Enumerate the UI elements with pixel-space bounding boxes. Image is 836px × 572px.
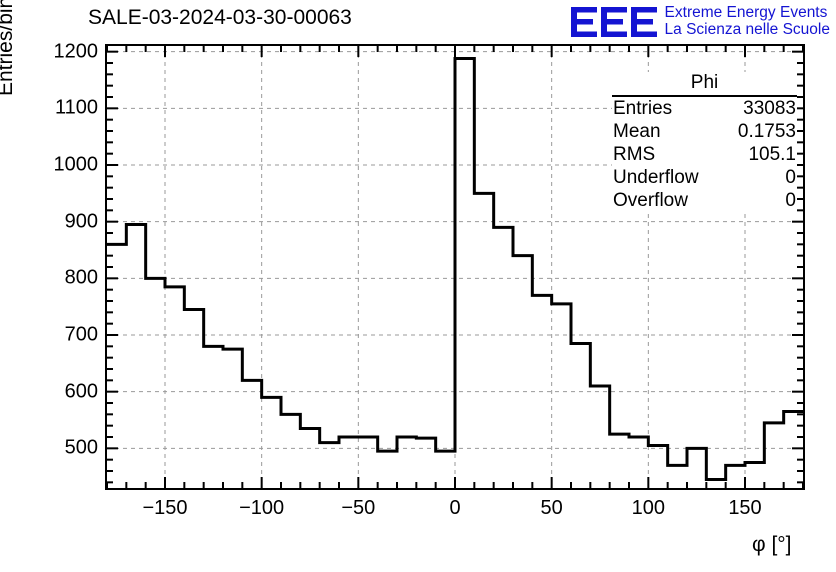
y-tick-label: 800 (64, 266, 98, 289)
stats-key: Overflow (613, 189, 688, 211)
y-tick-label: 1200 (53, 40, 99, 63)
stats-box: Phi Entries 33083 Mean 0.1753 RMS 105.1 Underf… (612, 72, 797, 213)
stats-value: 33083 (743, 98, 796, 119)
stats-value: 105.1 (748, 143, 796, 165)
y-axis-tick-labels: 500 600 700 800 900 1000 1100 1200 (0, 0, 99, 572)
y-tick-label: 700 (64, 323, 98, 346)
stats-row: Overflow 0 (612, 190, 797, 213)
eee-logo-line2: La Scienza nelle Scuole (664, 21, 830, 38)
stats-key: Entries (613, 98, 673, 119)
stats-row: Mean 0.1753 (612, 121, 797, 144)
histogram-svg (107, 46, 803, 488)
stats-row: RMS 105.1 (612, 144, 797, 167)
stats-key: RMS (613, 143, 656, 165)
stats-rows: Entries 33083 Mean 0.1753 RMS 105.1 Underflow 0… (612, 98, 797, 213)
stats-key: Underflow (613, 166, 699, 188)
y-tick-label: 900 (64, 210, 98, 233)
stats-key: Mean (613, 120, 661, 142)
y-tick-label: 600 (64, 380, 98, 403)
plot-area (107, 46, 803, 488)
eee-logo-line1: Extreme Energy Events (664, 4, 828, 22)
histogram-outline (107, 56, 803, 481)
stats-title: Phi (612, 72, 797, 97)
x-tick-label: 150 (728, 497, 762, 519)
x-axis-label: φ [°] (752, 533, 792, 556)
stats-row: Entries 33083 (612, 98, 797, 121)
y-tick-label: 500 (64, 436, 98, 459)
stats-value: 0 (785, 166, 796, 188)
stats-value: 0.1753 (737, 120, 796, 142)
y-tick-label: 1000 (53, 153, 99, 176)
eee-logo-text: Extreme Energy Events La Scienza nelle S… (665, 5, 830, 38)
y-tick-label: 1100 (54, 96, 98, 119)
stats-row: Underflow 0 (612, 167, 797, 190)
eee-logo: Extreme Energy Events La Scienza nelle S… (570, 2, 830, 42)
page-title: SALE-03-2024-03-30-00063 (88, 6, 352, 29)
axis-ticks (107, 46, 803, 488)
x-tick-label: 100 (631, 497, 666, 519)
x-tick-label: −150 (142, 497, 188, 519)
stats-value: 0 (785, 189, 796, 211)
x-tick-label: 50 (540, 497, 563, 519)
eee-logo-mark (570, 7, 657, 37)
x-tick-label: 0 (449, 497, 461, 519)
x-tick-label: −50 (341, 497, 376, 519)
x-tick-label: −100 (239, 497, 285, 519)
